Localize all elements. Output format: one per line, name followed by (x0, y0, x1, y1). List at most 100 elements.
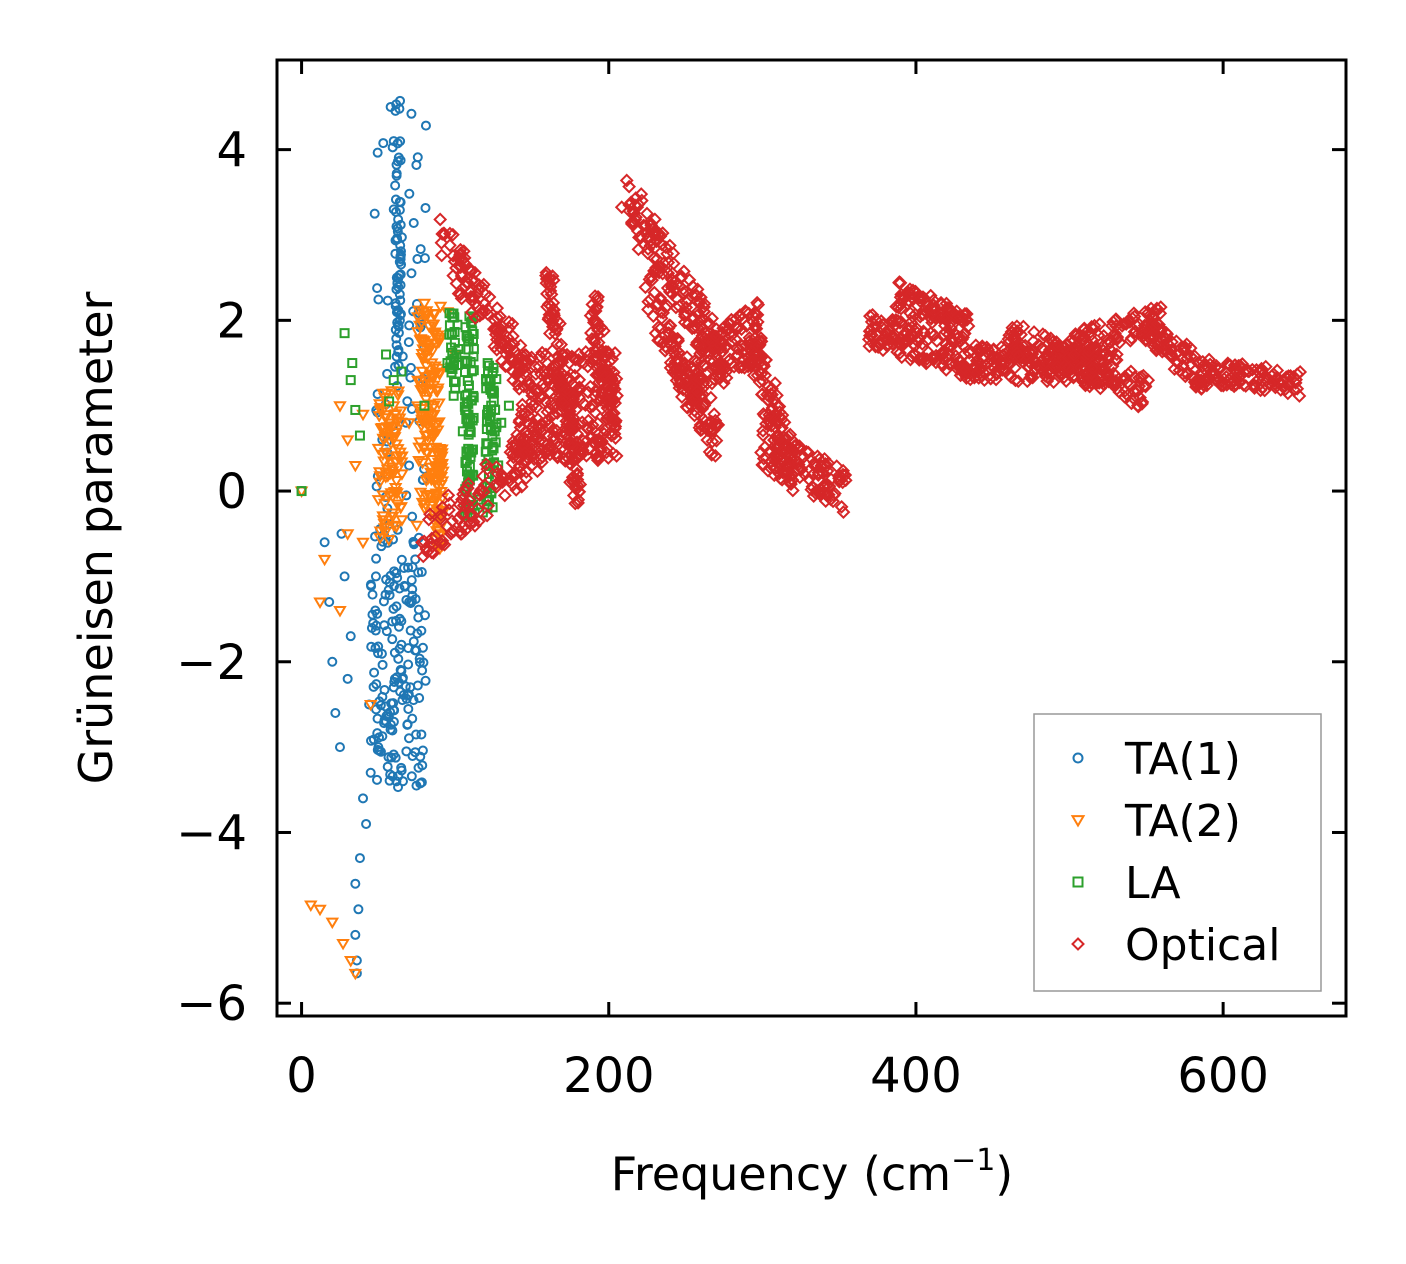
series-optical (415, 173, 1308, 564)
series-ta-1- (296, 95, 431, 979)
optical-point (959, 307, 974, 321)
optical-point (1194, 382, 1209, 396)
ta-2--point (317, 554, 332, 567)
optical-point (584, 326, 598, 340)
optical-point (591, 321, 606, 336)
ta-1--point (388, 603, 399, 614)
ta-2--point (333, 401, 347, 413)
optical-point (1293, 365, 1308, 379)
optical-point (945, 304, 960, 319)
ta-1--point (413, 762, 424, 773)
ta-1--point (390, 206, 401, 217)
ta-1--point (404, 320, 415, 331)
optical-point (619, 173, 634, 188)
optical-point (703, 420, 718, 435)
ta-1--point (420, 120, 431, 131)
y-axis-title: Grüneisen parameter (69, 291, 123, 784)
optical-point (690, 305, 705, 319)
ta-1--point (377, 659, 388, 670)
optical-point (1028, 353, 1043, 368)
ta-2--point (420, 448, 435, 461)
optical-point (436, 226, 451, 241)
optical-point (492, 324, 506, 339)
optical-point (538, 394, 553, 409)
optical-point (506, 434, 521, 449)
optical-point (591, 335, 606, 350)
optical-point (550, 424, 564, 439)
optical-point (1061, 360, 1076, 375)
ta-1--point (396, 762, 407, 773)
optical-point (708, 329, 723, 344)
ta-2--point (377, 498, 392, 511)
optical-point (876, 343, 890, 358)
la-point (442, 358, 453, 369)
optical-point (1068, 327, 1083, 341)
optical-point (542, 311, 557, 326)
ta-1--point (361, 818, 372, 829)
ta-1--point (368, 681, 379, 692)
optical-point (1046, 375, 1061, 389)
optical-point (697, 339, 712, 354)
ta-1--point (402, 396, 413, 407)
optical-point (739, 319, 754, 333)
ta-2--point (431, 470, 446, 483)
optical-point (592, 442, 607, 457)
optical-point (601, 345, 615, 359)
ta-1--point (391, 99, 402, 110)
ta-1--point (403, 337, 414, 348)
ta-1--point (394, 613, 405, 624)
ta-1--point (324, 597, 335, 608)
ta-1--point (350, 929, 361, 940)
optical-point (468, 311, 483, 325)
ta-1--point (394, 315, 405, 326)
optical-point (692, 372, 706, 386)
optical-point (948, 356, 963, 371)
x-tick-label: 200 (563, 1048, 655, 1104)
optical-point (806, 489, 821, 503)
ta-2--point (425, 358, 439, 370)
optical-point (588, 289, 602, 304)
optical-point (1164, 342, 1179, 357)
optical-point (494, 337, 509, 352)
optical-point (1124, 364, 1138, 379)
optical-point (489, 479, 504, 494)
legend-marker-la (1072, 876, 1084, 888)
ta-2--point (393, 447, 407, 460)
optical-point (477, 296, 492, 311)
ta-2--point (421, 419, 435, 431)
optical-point (529, 400, 544, 415)
optical-point (460, 481, 475, 496)
la-point (466, 395, 477, 406)
optical-point (546, 408, 560, 422)
optical-point (810, 449, 825, 464)
optical-point (518, 424, 533, 439)
optical-point (525, 379, 540, 394)
optical-point (556, 396, 571, 411)
optical-point (938, 324, 953, 339)
optical-point (630, 200, 645, 215)
optical-point (670, 366, 685, 381)
ta-2--point (389, 475, 404, 488)
optical-point (1149, 343, 1164, 358)
ta-2--point (377, 456, 391, 469)
optical-point (434, 235, 449, 250)
ta-1--point (417, 665, 428, 676)
ta-1--point (401, 490, 412, 501)
legend-label-ta-2-: TA(2) (1124, 796, 1241, 847)
optical-point (904, 286, 918, 301)
optical-point (937, 318, 952, 333)
ta-1--point (393, 782, 404, 793)
legend-marker-ta-1- (1072, 752, 1084, 764)
optical-point (1094, 353, 1109, 368)
optical-point (1062, 334, 1077, 348)
la-point (463, 416, 474, 427)
optical-point (441, 488, 456, 503)
ta-2--point (373, 477, 387, 490)
la-point (381, 349, 392, 360)
optical-point (563, 422, 578, 437)
optical-point (692, 420, 707, 435)
optical-point (454, 269, 469, 283)
optical-point (738, 338, 753, 353)
optical-point (641, 242, 656, 256)
optical-point (778, 466, 793, 481)
